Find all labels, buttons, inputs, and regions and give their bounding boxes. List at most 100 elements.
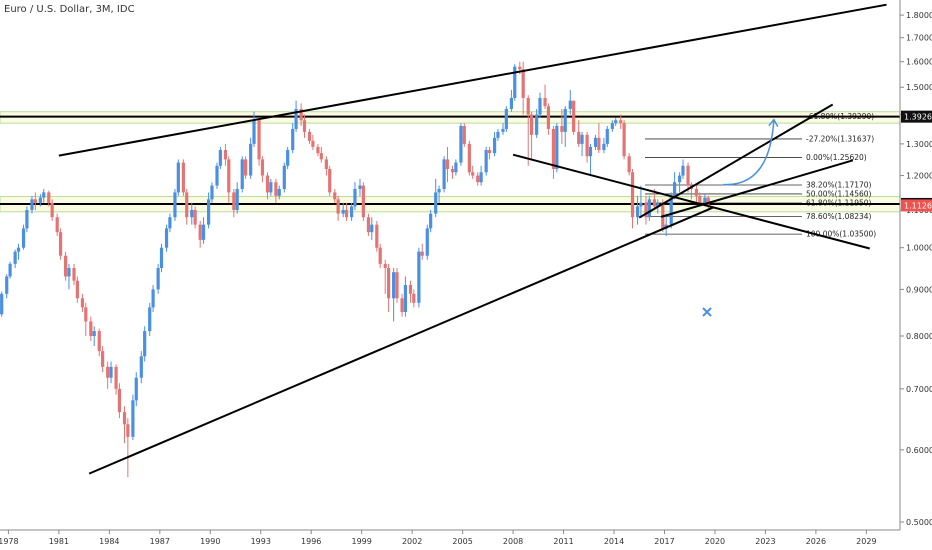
candle-body	[223, 150, 228, 160]
price-tag-label: 1.39260	[904, 113, 932, 122]
candle-body	[328, 169, 332, 193]
candle-body	[13, 251, 17, 264]
x-tick-label: 1999	[352, 537, 372, 546]
candle-body	[210, 185, 214, 200]
candle-body	[378, 247, 382, 264]
candle-body	[425, 228, 429, 256]
trendline-downtrend	[512, 153, 870, 250]
x-tick-label: 1981	[49, 537, 69, 546]
candle-body	[445, 159, 450, 170]
candle-body	[577, 131, 581, 144]
candle-body	[333, 192, 337, 200]
move-cursor-icon	[702, 307, 712, 317]
candle-body	[386, 268, 391, 299]
candle-body	[420, 251, 424, 256]
candle-body	[164, 228, 169, 248]
candle-body	[126, 424, 130, 437]
candle-body	[568, 100, 572, 109]
candle-body	[496, 131, 500, 138]
candle-body	[672, 182, 677, 196]
candle-body	[370, 224, 374, 233]
x-tick-label: 1987	[150, 537, 170, 546]
candle-body	[644, 202, 648, 218]
candle-body	[694, 188, 699, 196]
candle-body	[434, 192, 438, 214]
y-tick-label: 0.50000	[906, 518, 932, 527]
candle-body	[529, 114, 534, 135]
candle-body	[75, 280, 79, 299]
candle-body	[324, 159, 328, 170]
candle-body	[299, 108, 303, 121]
candle-body	[50, 202, 54, 218]
candle-body	[80, 298, 85, 308]
candle-body	[151, 289, 155, 308]
candle-body	[5, 276, 9, 294]
x-tick-label: 1978	[0, 537, 19, 546]
candle-body	[235, 188, 239, 210]
candle-body	[504, 108, 508, 129]
candle-body	[509, 97, 514, 109]
candle-body	[109, 366, 113, 378]
price-axis[interactable]: 1.800001.700001.600001.500001.400001.300…	[899, 0, 932, 530]
candle-body	[585, 134, 589, 157]
candle-body	[546, 106, 551, 129]
candle-body	[252, 120, 256, 144]
candle-body	[476, 175, 480, 183]
candle-body	[286, 150, 290, 166]
candle-body	[467, 143, 471, 173]
candle-body	[639, 202, 643, 207]
candle-body	[198, 224, 202, 240]
projection-arrow	[723, 118, 779, 186]
candle-body	[117, 388, 122, 413]
candle-body	[518, 66, 522, 70]
candle-body	[218, 150, 222, 166]
candle-body	[417, 251, 421, 303]
candle-body	[168, 217, 172, 229]
candle-body	[681, 165, 685, 176]
candle-body	[16, 247, 21, 252]
candle-body	[403, 285, 408, 313]
candle-body	[412, 293, 416, 303]
candle-body	[72, 268, 76, 281]
candle-body	[627, 156, 631, 173]
candle-body	[706, 197, 710, 205]
candle-body	[55, 217, 59, 233]
y-tick-label: 1.50000	[906, 83, 932, 92]
candle-body	[383, 263, 387, 269]
candle-body	[21, 228, 26, 248]
candle-body	[614, 120, 618, 124]
candle-body	[619, 120, 623, 124]
x-tick-label: 2014	[604, 537, 624, 546]
candle-body	[652, 199, 656, 207]
chart-title: Euro / U.S. Dollar, 3M, IDC	[4, 4, 135, 15]
candle-body	[257, 120, 261, 160]
candle-body	[274, 182, 278, 196]
x-tick-label: 2011	[553, 537, 573, 546]
x-tick-label: 2002	[402, 537, 422, 546]
time-axis[interactable]: 1978 1981 1984 1987 1990 1993 1996 1999 2002 2005…	[0, 529, 900, 546]
candle-body	[173, 192, 177, 218]
candle-body	[122, 412, 127, 425]
candle-body	[64, 255, 68, 277]
candle-body	[479, 172, 483, 183]
x-tick-label: 2008	[503, 537, 523, 546]
price-tag-bg	[901, 199, 932, 212]
candle-body	[193, 209, 197, 225]
candle-body	[622, 123, 626, 157]
candle-body	[349, 206, 354, 218]
move-cursor-stroke	[702, 307, 712, 317]
fib-label: 50.00%(1.14560)	[806, 189, 872, 198]
candle-body	[159, 247, 164, 269]
candle-body	[143, 331, 147, 357]
candle-body	[134, 377, 138, 401]
x-tick-label: 2005	[452, 537, 472, 546]
candle-body	[190, 209, 194, 218]
candle-body	[366, 217, 371, 233]
candle-body	[442, 159, 446, 189]
price-tag-label: 1.11269	[904, 201, 932, 210]
